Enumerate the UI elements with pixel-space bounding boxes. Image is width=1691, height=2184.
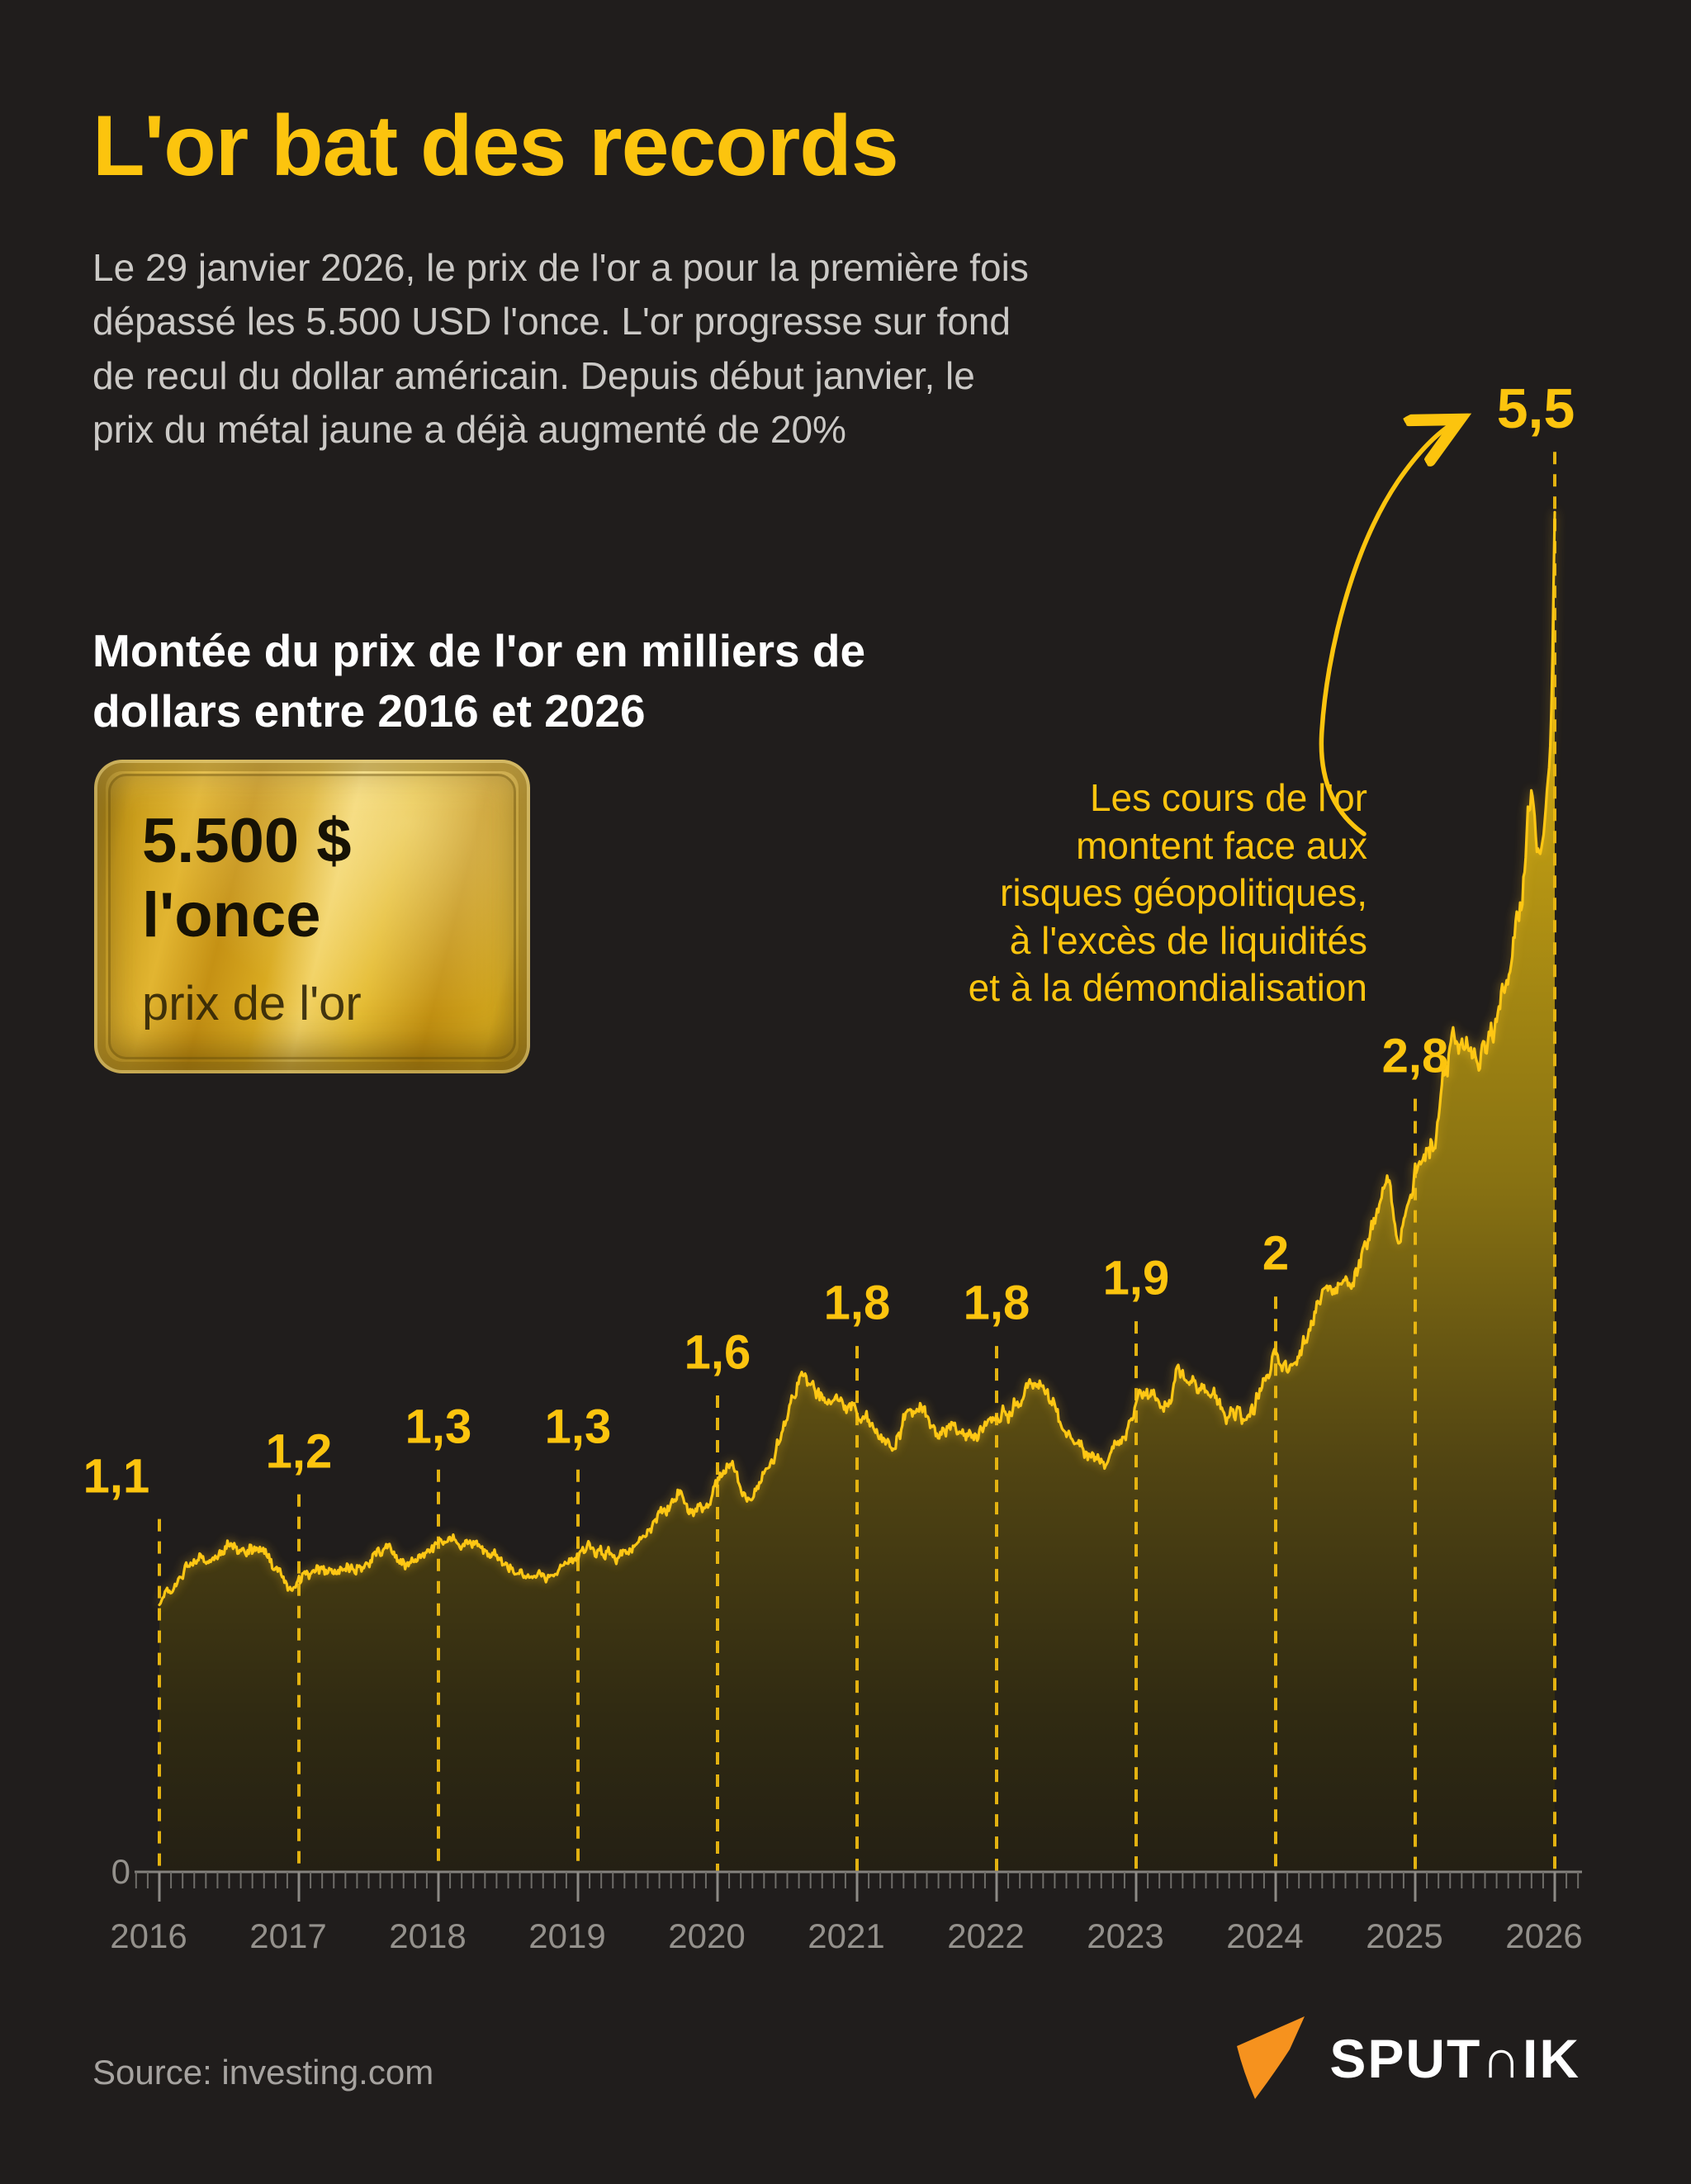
gold-price-value: 5.500 $ l'once [142, 806, 352, 950]
source-credit: Source: investing.com [92, 2053, 434, 2092]
value-label-2025: 2,8 [1381, 1029, 1449, 1083]
year-label-2026: 2026 [1505, 1916, 1583, 1955]
sputnik-flame-icon [1237, 2016, 1305, 2099]
y-axis-zero-label: 0 [111, 1852, 130, 1891]
value-label-2019: 1,3 [544, 1400, 612, 1454]
year-label-2024: 2024 [1226, 1916, 1304, 1955]
value-label-2016: 1,1 [83, 1449, 150, 1504]
area-fill [159, 512, 1555, 1872]
sputnik-logo-text: SPUT∩IK [1329, 2028, 1580, 2089]
chart-annotation: Les cours de l'or montent face aux risqu… [968, 776, 1367, 1009]
x-axis [135, 1870, 1582, 1902]
year-label-2017: 2017 [249, 1916, 327, 1955]
value-label-2020: 1,6 [684, 1325, 751, 1380]
year-label-2019: 2019 [528, 1916, 606, 1955]
gold-bar-image: 5.500 $ l'once prix de l'or [94, 760, 530, 1073]
year-label-2016: 2016 [110, 1916, 187, 1955]
value-label-2026: 5,5 [1496, 377, 1575, 441]
price-line [158, 510, 1556, 1607]
sputnik-logo: SPUT∩IK [1232, 2013, 1580, 2104]
year-label-2025: 2025 [1366, 1916, 1443, 1955]
value-label-2023: 1,9 [1102, 1251, 1170, 1305]
page-title: L'or bat des records [92, 98, 899, 194]
year-label-2021: 2021 [808, 1916, 885, 1955]
value-label-2024: 2 [1262, 1226, 1290, 1281]
annotation-arrow-icon [1319, 419, 1460, 836]
gold-price-caption: prix de l'or [142, 977, 362, 1030]
year-label-2023: 2023 [1087, 1916, 1164, 1955]
value-label-2018: 1,3 [405, 1400, 472, 1454]
year-label-2018: 2018 [389, 1916, 467, 1955]
value-label-2022: 1,8 [963, 1276, 1030, 1330]
intro-paragraph: Le 29 janvier 2026, le prix de l'or a po… [92, 246, 1029, 451]
gold-bar-rim [108, 774, 516, 1059]
year-gridlines [158, 452, 1556, 1872]
chart-title: Montée du prix de l'or en milliers de do… [92, 625, 866, 737]
year-label-2022: 2022 [947, 1916, 1025, 1955]
year-label-2020: 2020 [668, 1916, 746, 1955]
value-label-2017: 1,2 [265, 1424, 333, 1479]
value-label-2021: 1,8 [823, 1276, 891, 1330]
